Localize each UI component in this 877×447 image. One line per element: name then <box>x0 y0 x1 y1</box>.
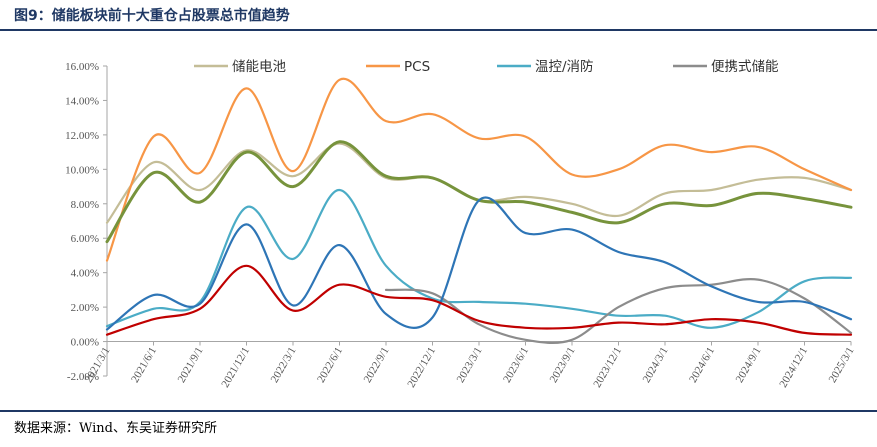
bottom-rule <box>0 410 877 412</box>
y-tick-label: 0.00% <box>71 337 99 349</box>
series-line-5 <box>105 196 853 331</box>
x-tick-label: 2022/6/1 <box>315 345 345 385</box>
x-tick-label: 2023/6/1 <box>501 345 531 385</box>
x-tick-label: 2024/3/1 <box>641 345 671 385</box>
chart-axes: -2.00% 0.00% 2.00% 4.00% 6.00% 8.00% 10.00% 12.… <box>65 61 857 390</box>
series-layer <box>105 77 853 345</box>
y-tick-label: 10.00% <box>65 164 99 176</box>
series-line-1 <box>105 77 853 262</box>
x-tick-label: 2021/12/1 <box>219 345 252 390</box>
x-tick-label: 2023/9/1 <box>548 345 578 385</box>
legend-label-2: 温控/消防 <box>535 59 594 75</box>
x-tick-label: 2022/3/1 <box>269 345 299 385</box>
x-tick-label: 2022/9/1 <box>362 345 392 385</box>
x-tick-label: 2024/9/1 <box>734 345 764 385</box>
y-tick-label: 4.00% <box>71 268 99 280</box>
y-tick-label: 16.00% <box>65 61 99 73</box>
y-tick-label: 14.00% <box>65 95 99 107</box>
top-rule <box>0 29 877 31</box>
figure-title: 图9：储能板块前十大重仓占股票总市值趋势 <box>14 8 290 24</box>
y-tick-label: 12.00% <box>65 130 99 142</box>
y-tick-label: 6.00% <box>71 233 99 245</box>
y-tick-label: 2.00% <box>71 302 99 314</box>
x-tick-label: 2021/6/1 <box>129 345 159 385</box>
legend-label-3: 便携式储能 <box>711 59 779 75</box>
legend-label-1: PCS <box>404 59 430 75</box>
x-tick-label: 2024/12/1 <box>777 345 810 390</box>
x-tick-label: 2023/12/1 <box>591 345 624 390</box>
x-tick-label: 2023/3/1 <box>455 345 485 385</box>
source-note: 数据来源：Wind、东吴证券研究所 <box>14 421 217 436</box>
x-tick-label: 2024/6/1 <box>687 345 717 385</box>
series-line-6 <box>105 264 853 336</box>
y-tick-label: -2.00% <box>67 371 99 383</box>
y-tick-label: 8.00% <box>71 199 99 211</box>
series-line-2 <box>105 188 853 329</box>
legend-label-0: 储能电池 <box>232 59 286 75</box>
x-tick-label: 2025/3/1 <box>827 345 857 385</box>
x-tick-label: 2022/12/1 <box>405 345 438 390</box>
series-line-4 <box>105 140 853 244</box>
x-tick-label: 2021/9/1 <box>176 345 206 385</box>
chart-legend: 储能电池 PCS 温控/消防 便携式储能 <box>194 59 779 75</box>
